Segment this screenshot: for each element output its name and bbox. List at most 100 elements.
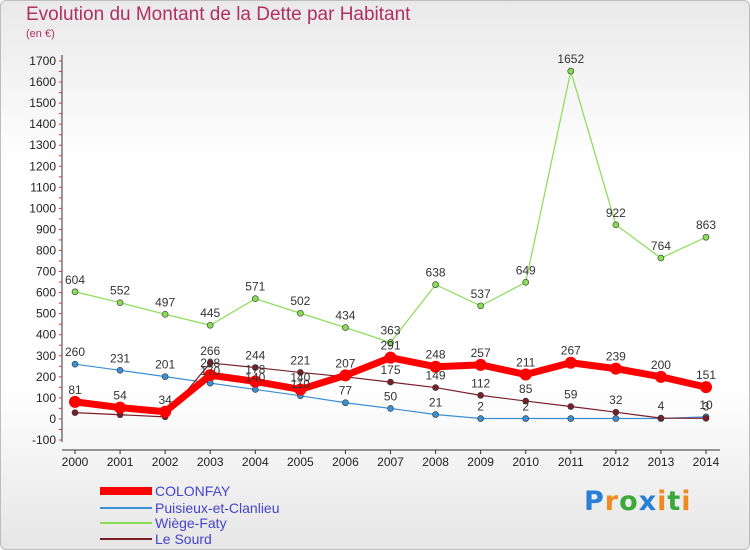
data-label: 110 <box>291 377 310 391</box>
x-tick-label: 2014 <box>693 455 720 469</box>
data-label: 207 <box>335 356 355 370</box>
data-point <box>567 67 575 75</box>
data-point <box>159 405 172 418</box>
data-label: 34 <box>158 393 172 407</box>
data-label: 552 <box>110 284 130 298</box>
data-label: 2 <box>522 400 529 414</box>
data-label: 248 <box>426 348 446 362</box>
data-label: 260 <box>65 345 85 359</box>
data-point <box>432 411 439 418</box>
data-point <box>161 310 169 318</box>
y-tick-label: -100 <box>32 433 56 447</box>
data-label: 140 <box>290 370 310 384</box>
data-label: 201 <box>155 358 175 372</box>
data-point <box>522 278 530 286</box>
data-point <box>116 299 124 307</box>
data-label: 3 <box>703 399 710 413</box>
data-label: 497 <box>155 295 175 309</box>
data-point <box>204 369 217 382</box>
y-tick-label: 900 <box>36 222 56 236</box>
data-label: 54 <box>113 389 127 403</box>
data-point <box>564 356 577 369</box>
data-point <box>71 360 79 368</box>
x-tick-label: 2000 <box>62 455 89 469</box>
x-tick-label: 2007 <box>377 455 404 469</box>
x-tick-label: 2008 <box>422 455 449 469</box>
data-label: 239 <box>606 350 626 364</box>
data-label: 231 <box>110 351 130 365</box>
y-tick-label: 0 <box>49 412 56 426</box>
data-point <box>251 364 259 371</box>
data-point <box>116 367 124 374</box>
x-tick-label: 2009 <box>467 455 494 469</box>
data-point <box>522 397 530 405</box>
data-point <box>654 370 667 383</box>
data-point <box>702 415 710 422</box>
legend-label: COLONFAY <box>155 483 231 499</box>
data-label: 10 <box>699 398 713 412</box>
y-tick-label: 600 <box>36 286 56 300</box>
data-label: 638 <box>426 266 446 280</box>
data-label: 175 <box>380 363 400 377</box>
data-point <box>342 324 349 331</box>
data-point <box>477 392 484 399</box>
y-tick-label: 300 <box>36 349 56 363</box>
data-point <box>522 415 530 422</box>
data-point <box>657 414 665 422</box>
data-point <box>297 309 304 317</box>
chart-legend: COLONFAYPuisieux-et-ClanlieuWiège-FatyLe… <box>100 483 280 547</box>
data-label: 178 <box>245 362 265 376</box>
data-point <box>702 233 710 241</box>
data-label: 200 <box>651 358 671 372</box>
y-tick-label: 1300 <box>29 138 56 152</box>
x-tick-label: 2013 <box>648 455 675 469</box>
x-tick-label: 2011 <box>558 455 584 469</box>
data-point <box>432 384 439 391</box>
y-tick-label: 800 <box>36 244 56 258</box>
data-label: 4 <box>658 399 665 413</box>
data-point <box>387 339 394 346</box>
data-label: 502 <box>290 294 310 308</box>
y-tick-label: 200 <box>36 370 56 384</box>
data-label: 922 <box>606 206 626 220</box>
y-tick-label: 700 <box>36 265 56 279</box>
data-label: 1652 <box>557 52 584 66</box>
y-tick-label: 1200 <box>29 159 56 173</box>
data-label: 50 <box>384 389 398 403</box>
data-label: 2 <box>477 400 484 414</box>
y-tick-label: 1600 <box>29 75 56 89</box>
data-point <box>477 415 484 422</box>
data-point <box>387 405 394 412</box>
data-label: 85 <box>519 382 533 396</box>
x-tick-label: 2003 <box>197 455 224 469</box>
data-label: 170 <box>200 364 220 378</box>
x-tick-label: 2010 <box>512 455 539 469</box>
data-label: 537 <box>471 287 491 301</box>
y-tick-label: 1100 <box>30 180 56 194</box>
data-point <box>657 254 665 262</box>
data-label: 604 <box>65 273 85 287</box>
chart-title: Evolution du Montant de la Dette par Hab… <box>26 4 411 25</box>
data-point <box>700 381 712 394</box>
data-point <box>477 302 484 310</box>
x-tick-label: 2001 <box>107 455 134 469</box>
data-point <box>429 360 442 373</box>
y-tick-label: 1000 <box>29 201 56 215</box>
y-tick-label: 500 <box>36 307 56 321</box>
data-point <box>567 415 575 422</box>
data-point <box>161 373 169 380</box>
data-point <box>609 362 622 375</box>
data-label: 81 <box>68 383 82 397</box>
x-tick-label: 2006 <box>332 455 359 469</box>
chart-subtitle: (en €) <box>26 28 55 40</box>
data-point <box>432 281 439 288</box>
x-tick-label: 2004 <box>242 455 269 469</box>
data-label: 649 <box>516 263 536 277</box>
data-label: 267 <box>561 344 581 358</box>
data-label: 151 <box>696 368 716 382</box>
data-label: 764 <box>651 239 671 253</box>
x-tick-label: 2005 <box>287 455 314 469</box>
data-point <box>342 399 349 407</box>
data-point <box>206 359 214 367</box>
